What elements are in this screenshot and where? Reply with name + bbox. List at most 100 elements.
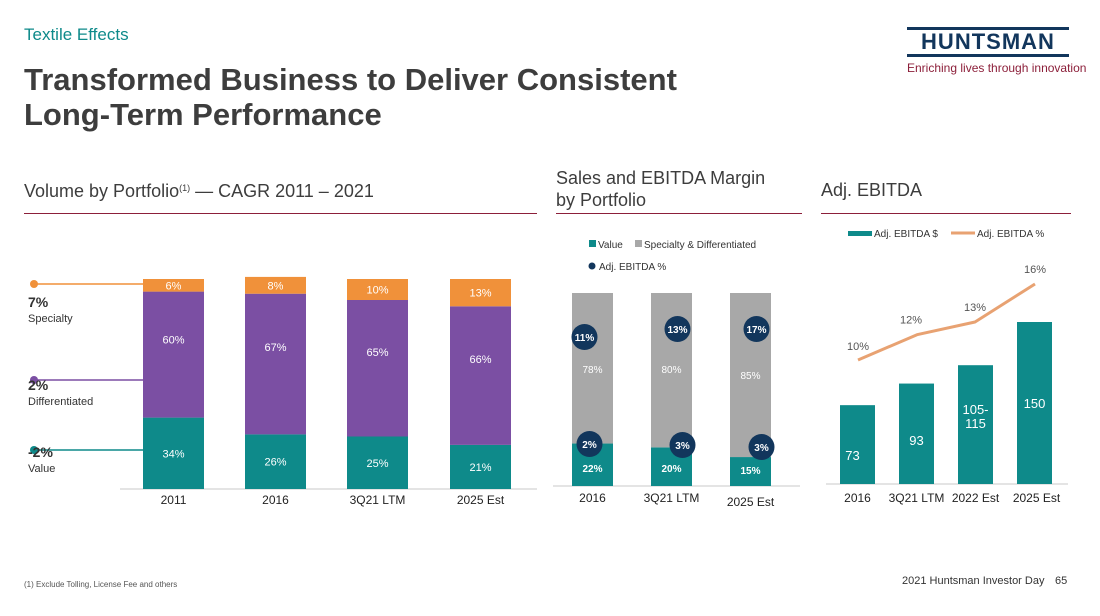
- ebitda-margin-label-specialty: 13%: [667, 325, 687, 336]
- sales-data-label: 15%: [740, 466, 760, 477]
- sales-legend-ebitda: Adj. EBITDA %: [599, 262, 666, 273]
- ebitda-margin-label-value: 3%: [754, 443, 769, 454]
- volume-data-label: 25%: [366, 458, 388, 470]
- sales-category-label: 3Q21 LTM: [644, 491, 700, 505]
- volume-chart-title: Volume by Portfolio(1) — CAGR 2011 – 202…: [24, 177, 374, 202]
- ebitda-bar-label: 150: [1024, 396, 1046, 411]
- volume-category-label: 3Q21 LTM: [350, 493, 406, 507]
- volume-data-label: 67%: [264, 342, 286, 354]
- cagr-marker-dot: [30, 280, 38, 288]
- volume-bar-segment: [245, 293, 306, 435]
- ebitda-bar: [958, 365, 993, 484]
- cagr-value: -2%: [28, 444, 53, 460]
- volume-bar-segment: [450, 279, 511, 307]
- volume-category-label: 2016: [262, 493, 289, 507]
- ebitda-line-label: 12%: [900, 315, 922, 327]
- sales-legend-swatch-value: [589, 240, 596, 247]
- cagr-name: Differentiated: [28, 396, 93, 408]
- volume-bar-segment: [245, 434, 306, 489]
- volume-bar-segment: [347, 300, 408, 437]
- sales-legend-swatch-specialty: [635, 240, 642, 247]
- ebitda-margin-badge-specialty: [664, 316, 691, 342]
- sales-legend-value: Value: [598, 240, 623, 251]
- ebitda-chart-title: Adj. EBITDA: [821, 180, 923, 200]
- ebitda-bar-label: 93: [909, 433, 923, 448]
- ebitda-margin-label-specialty: 17%: [746, 325, 766, 336]
- volume-bar-segment: [245, 276, 306, 294]
- page-title: Transformed Business to Deliver Consiste…: [24, 62, 784, 132]
- volume-data-label: 8%: [268, 280, 284, 292]
- sales-legend-swatch-ebitda: [588, 262, 596, 270]
- sales-category-label: 2025 Est: [727, 495, 775, 509]
- ebitda-bar-label: 105-115: [962, 402, 988, 431]
- cagr-value: 7%: [28, 294, 49, 310]
- ebitda-category-label: 2022 Est: [952, 491, 1000, 505]
- sales-legend-specialty: Specialty & Differentiated: [644, 240, 756, 251]
- ebitda-bar-label: 73: [845, 448, 859, 463]
- volume-data-label: 60%: [162, 334, 184, 346]
- volume-data-label: 26%: [264, 457, 286, 469]
- ebitda-margin-label-value: 3%: [675, 441, 690, 452]
- cagr-name: Value: [28, 463, 55, 475]
- logo-tagline: Enriching lives through innovation: [907, 61, 1087, 75]
- ebitda-legend-swatch-bar: [848, 231, 872, 236]
- volume-title-suffix: — CAGR 2011 – 2021: [190, 181, 374, 201]
- volume-bar-segment: [450, 306, 511, 445]
- ebitda-legend-bar: Adj. EBITDA $: [874, 229, 938, 240]
- ebitda-line-label: 10%: [847, 341, 869, 353]
- footnote: (1) Exclude Tolling, License Fee and oth…: [24, 580, 178, 589]
- logo-text: HUNTSMAN: [921, 29, 1055, 54]
- cagr-value: 2%: [28, 377, 49, 393]
- ebitda-line-label: 16%: [1024, 264, 1046, 276]
- sales-data-label: 85%: [740, 371, 760, 382]
- volume-category-label: 2011: [161, 493, 187, 507]
- cagr-marker-dot: [30, 376, 38, 384]
- ebitda-margin-label-specialty: 11%: [575, 333, 595, 344]
- ebitda-margin-line: [857, 282, 1036, 362]
- volume-title-footnote-ref: (1): [179, 183, 191, 193]
- title-line-2: Long-Term Performance: [24, 97, 382, 132]
- title-line-1: Transformed Business to Deliver Consiste…: [24, 62, 677, 97]
- footer-event: 2021 Huntsman Investor Day: [902, 575, 1045, 587]
- ebitda-category-label: 2025 Est: [1013, 491, 1061, 505]
- sales-data-label: 78%: [582, 365, 602, 376]
- ebitda-bar: [840, 405, 875, 484]
- huntsman-logo: HUNTSMAN: [907, 27, 1069, 57]
- volume-title-main: Volume by Portfolio: [24, 181, 180, 201]
- ebitda-margin-badge-value: [748, 434, 775, 460]
- ebitda-category-label: 2016: [844, 491, 871, 505]
- volume-data-label: 6%: [166, 280, 182, 292]
- sales-data-label: 22%: [582, 464, 602, 475]
- volume-bar-segment: [347, 436, 408, 489]
- cagr-name: Specialty: [28, 313, 73, 325]
- cagr-marker-dot: [30, 446, 38, 454]
- sales-data-label: 80%: [661, 365, 681, 376]
- sales-title-line-2: by Portfolio: [556, 190, 647, 210]
- volume-bar-segment: [143, 291, 204, 418]
- volume-bar-segment: [143, 279, 204, 292]
- ebitda-margin-badge-specialty: [743, 316, 770, 342]
- ebitda-bar: [899, 383, 934, 484]
- ebitda-bar: [1017, 322, 1052, 484]
- ebitda-margin-badge-specialty: [571, 324, 598, 350]
- volume-data-label: 13%: [469, 288, 491, 300]
- ebitda-margin-badge-value: [576, 431, 603, 457]
- ebitda-line-label: 13%: [964, 302, 986, 314]
- page-number: 65: [1055, 575, 1068, 587]
- volume-bar-segment: [450, 444, 511, 489]
- volume-data-label: 65%: [366, 347, 388, 359]
- volume-data-label: 66%: [469, 354, 491, 366]
- volume-data-label: 21%: [469, 462, 491, 474]
- sales-category-label: 2016: [579, 491, 606, 505]
- sales-title-line-1: Sales and EBITDA Margin: [556, 168, 766, 188]
- volume-bar-segment: [143, 417, 204, 489]
- sales-bar-segment: [730, 457, 771, 486]
- ebitda-legend-line: Adj. EBITDA %: [977, 229, 1044, 240]
- volume-data-label: 34%: [162, 448, 184, 460]
- volume-data-label: 10%: [366, 285, 388, 297]
- ebitda-margin-label-value: 2%: [582, 440, 597, 451]
- ebitda-divider: [821, 213, 1071, 214]
- volume-divider: [24, 213, 537, 214]
- ebitda-category-label: 3Q21 LTM: [889, 491, 945, 505]
